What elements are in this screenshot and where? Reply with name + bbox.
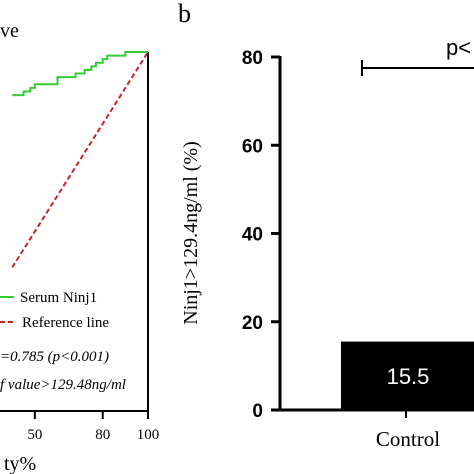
bar-control [341,341,474,410]
roc-x-tick-label: 100 [137,427,160,443]
bar-y-tick-label: 0 [252,401,263,422]
panel-b-letter: b [178,0,191,28]
auc-annotation: =0.785 (p<0.001) [0,349,109,365]
significance-bracket: p< [361,35,474,76]
roc-legend: Serum Ninj1 Reference line [0,290,109,331]
bar-y-tick-label: 20 [242,313,263,334]
roc-x-axis-label: ty% [4,453,36,474]
legend-label-serum-ninj1: Serum Ninj1 [20,290,97,306]
bar-panel: b Ninj1>129.4ng/ml (%) 0 20 40 60 80 p< 15.5… [178,0,474,451]
bar-y-axis-label: Ninj1>129.4ng/ml (%) [180,141,202,325]
bar-y-ticks: 0 20 40 60 80 [242,48,280,422]
category-label-control: Control [376,427,440,451]
roc-x-ticks: 50 80 100 [27,411,159,443]
roc-reference-line [11,51,149,268]
bar-value-label: 15.5 [387,364,430,389]
bar-y-tick-label: 80 [242,48,263,69]
roc-curve-serum-ninj1 [12,51,148,97]
bar-y-tick-label: 40 [242,225,263,246]
roc-panel: ve 50 80 100 Serum Ninj1 Reference line =0… [0,20,159,474]
legend-label-reference-line: Reference line [22,315,109,331]
bar-y-tick-label: 60 [242,136,263,157]
bars: 15.5 [341,341,474,410]
roc-x-tick-label: 50 [27,427,42,443]
roc-title-fragment: ve [0,20,19,42]
roc-curves [11,51,149,268]
p-value-label: p< [446,35,471,60]
roc-x-tick-label: 80 [95,427,110,443]
cutoff-annotation: f value>129.48ng/ml [0,377,126,393]
